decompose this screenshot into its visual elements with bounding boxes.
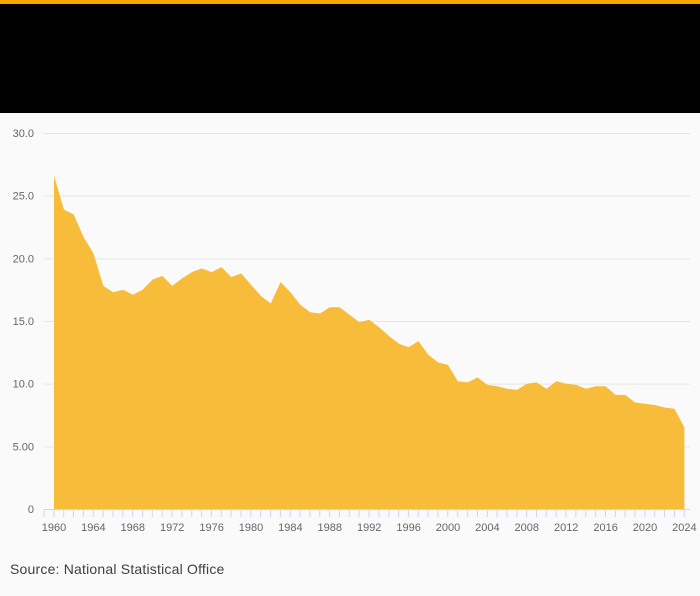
y-axis-label: 15.0	[13, 316, 34, 328]
x-axis-label: 2016	[593, 522, 617, 534]
x-axis-label: 2008	[515, 522, 539, 534]
x-axis-label: 1964	[81, 522, 105, 534]
y-axis-label: 20.0	[13, 253, 34, 265]
source-attribution: Source: National Statistical Office	[10, 561, 225, 577]
x-axis-label: 1992	[357, 522, 381, 534]
x-axis-label: 1968	[121, 522, 145, 534]
y-axis-label: 30.0	[13, 128, 34, 140]
x-axis-label: 2020	[633, 522, 657, 534]
x-axis-label: 1980	[239, 522, 263, 534]
y-axis-label: 0	[28, 504, 34, 516]
y-axis-label: 5.00	[13, 441, 34, 453]
header-banner	[0, 4, 700, 113]
x-axis-label: 1996	[396, 522, 420, 534]
x-axis-label: 2024	[672, 522, 696, 534]
y-axis-label: 25.0	[13, 191, 34, 203]
x-axis-label: 2000	[436, 522, 460, 534]
x-axis-label: 1976	[199, 522, 223, 534]
x-axis-label: 2012	[554, 522, 578, 534]
x-axis-label: 1984	[278, 522, 302, 534]
x-axis-label: 1972	[160, 522, 184, 534]
top-accent-bar	[0, 0, 700, 4]
area-series	[54, 175, 685, 509]
y-axis-label: 10.0	[13, 379, 34, 391]
x-axis-label: 1988	[318, 522, 342, 534]
x-axis-label: 1960	[42, 522, 66, 534]
x-axis-label: 2004	[475, 522, 499, 534]
